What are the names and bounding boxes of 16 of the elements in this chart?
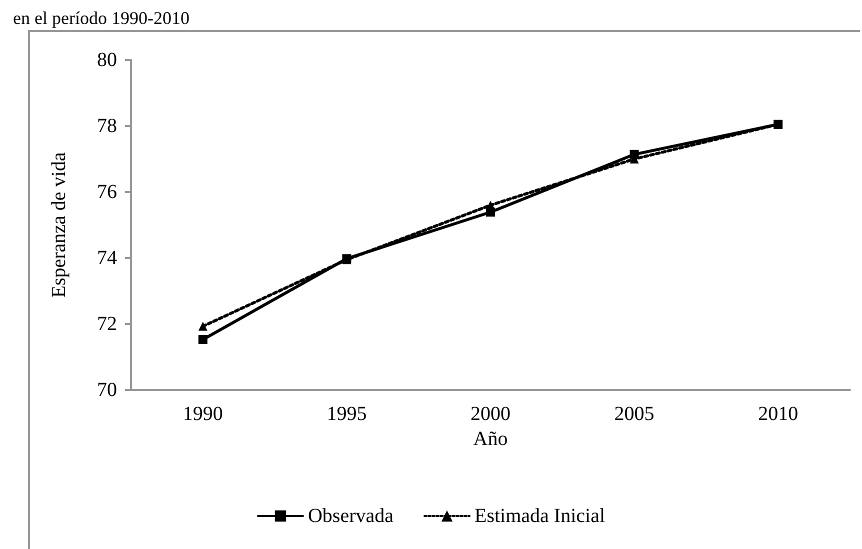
x-tick-label: 1995: [326, 403, 367, 425]
y-tick-label: 76: [97, 181, 117, 203]
chart-title: en el período 1990-2010: [13, 8, 190, 28]
x-tick-label: 1990: [182, 403, 223, 425]
y-tick-label: 80: [97, 49, 117, 71]
y-axis-title: Esperanza de vida: [48, 152, 70, 298]
y-tick-label: 78: [97, 115, 117, 137]
x-axis-title: Año: [473, 428, 508, 450]
y-tick-label: 74: [97, 247, 117, 269]
x-tick-label: 2000: [470, 403, 510, 425]
legend-label: Observada: [308, 505, 394, 527]
x-tick-label: 2010: [758, 403, 798, 425]
x-tick-label: 2005: [614, 403, 654, 425]
y-tick-label: 72: [97, 313, 117, 335]
y-tick-label: 70: [97, 379, 117, 401]
legend-label: Estimada Inicial: [474, 505, 606, 527]
